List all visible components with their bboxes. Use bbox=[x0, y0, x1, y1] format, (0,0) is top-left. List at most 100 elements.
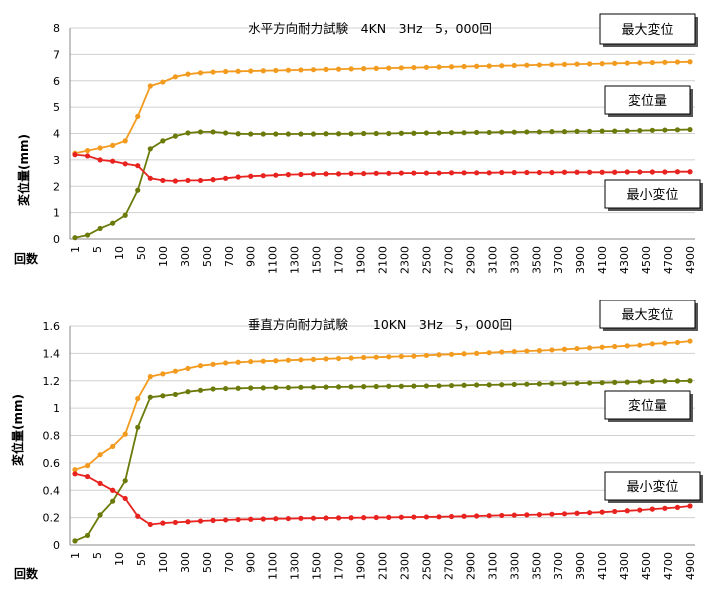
data-point-max bbox=[448, 64, 455, 70]
y-tick-label: 3 bbox=[53, 154, 60, 167]
x-tick-label: 2300 bbox=[398, 552, 411, 580]
x-tick-label: 1700 bbox=[333, 552, 346, 580]
data-point-max bbox=[599, 61, 605, 67]
data-point-max bbox=[549, 62, 555, 68]
data-point-min bbox=[524, 169, 530, 176]
data-point-max bbox=[398, 65, 404, 71]
data-point-max bbox=[248, 358, 254, 365]
data-point-disp bbox=[524, 129, 530, 135]
data-point-disp bbox=[411, 130, 417, 136]
x-tick-label: 2300 bbox=[398, 246, 411, 274]
data-point-disp bbox=[160, 138, 166, 144]
data-point-disp bbox=[474, 129, 480, 136]
data-point-disp bbox=[486, 382, 492, 388]
data-point-min bbox=[448, 170, 455, 176]
data-point-disp bbox=[72, 538, 78, 544]
data-point-disp bbox=[423, 130, 430, 136]
x-tick-label: 3100 bbox=[486, 246, 499, 274]
data-point-max bbox=[474, 63, 480, 69]
y-tick-label: 1.6 bbox=[43, 320, 61, 333]
data-point-max bbox=[310, 67, 317, 73]
data-point-disp bbox=[335, 384, 342, 390]
x-axis-label: 回数 bbox=[14, 566, 39, 581]
y-tick-label: 4 bbox=[53, 128, 60, 141]
data-point-disp bbox=[72, 235, 78, 241]
data-point-min bbox=[260, 516, 266, 522]
x-tick-label: 10 bbox=[113, 246, 126, 260]
data-point-min bbox=[561, 511, 568, 517]
data-point-disp bbox=[486, 129, 492, 136]
data-point-max bbox=[586, 345, 593, 351]
y-tick-label: 7 bbox=[53, 48, 60, 61]
data-point-disp bbox=[436, 383, 442, 389]
data-point-max bbox=[323, 66, 329, 73]
data-point-disp bbox=[361, 384, 367, 390]
data-point-disp bbox=[561, 380, 568, 387]
data-point-min bbox=[135, 163, 141, 169]
data-point-min bbox=[386, 170, 392, 176]
data-point-disp bbox=[536, 129, 542, 135]
data-point-min bbox=[72, 152, 78, 158]
data-point-min bbox=[260, 173, 266, 179]
chart-title: 水平方向耐力試験 4KN 3Hz 5，000回 bbox=[248, 21, 492, 36]
data-point-disp bbox=[561, 129, 568, 135]
data-point-min bbox=[637, 507, 643, 513]
data-point-min bbox=[147, 521, 153, 528]
x-tick-label: 300 bbox=[179, 246, 192, 267]
data-point-min bbox=[110, 487, 116, 493]
data-point-min bbox=[72, 471, 78, 477]
data-point-max bbox=[436, 352, 442, 358]
data-point-max bbox=[248, 68, 254, 74]
data-point-disp bbox=[687, 378, 693, 384]
data-point-min bbox=[273, 516, 279, 522]
data-point-max bbox=[411, 353, 417, 359]
data-point-max bbox=[423, 352, 430, 359]
data-point-max bbox=[662, 340, 668, 346]
data-point-max bbox=[411, 64, 417, 71]
x-tick-label: 3300 bbox=[508, 246, 521, 274]
data-point-disp bbox=[160, 393, 166, 399]
data-point-max bbox=[687, 59, 693, 65]
data-point-max bbox=[662, 59, 668, 65]
data-point-disp bbox=[248, 131, 254, 137]
series-line-min bbox=[74, 153, 690, 182]
data-point-max bbox=[310, 356, 317, 362]
data-point-disp bbox=[185, 389, 191, 395]
data-point-max bbox=[147, 83, 153, 89]
x-tick-label: 3900 bbox=[574, 246, 587, 274]
series-line-disp bbox=[74, 128, 691, 239]
legend-label: 最小変位 bbox=[626, 187, 678, 203]
data-point-disp bbox=[223, 130, 229, 136]
data-point-disp bbox=[197, 129, 204, 135]
data-point-min bbox=[273, 172, 279, 178]
data-point-max bbox=[348, 66, 354, 72]
x-tick-label: 1100 bbox=[267, 246, 280, 274]
data-point-max bbox=[97, 145, 103, 151]
data-point-min bbox=[386, 514, 392, 520]
data-point-disp bbox=[223, 385, 229, 392]
data-point-min bbox=[285, 172, 291, 178]
data-point-min bbox=[310, 515, 317, 521]
data-point-disp bbox=[637, 127, 643, 134]
data-point-min bbox=[348, 515, 354, 521]
data-point-disp bbox=[185, 130, 191, 136]
data-point-disp bbox=[260, 385, 266, 391]
x-tick-label: 5 bbox=[91, 552, 104, 559]
data-point-min bbox=[210, 177, 216, 183]
x-tick-label: 4100 bbox=[596, 552, 609, 580]
data-point-max bbox=[561, 61, 568, 67]
data-point-disp bbox=[323, 384, 329, 390]
data-point-max bbox=[574, 61, 580, 67]
data-point-max bbox=[524, 62, 530, 68]
data-point-max bbox=[649, 59, 655, 66]
x-tick-label: 700 bbox=[223, 552, 236, 573]
data-point-max bbox=[586, 61, 593, 67]
data-point-min bbox=[423, 170, 430, 176]
data-point-disp bbox=[110, 498, 116, 504]
data-point-min bbox=[373, 514, 379, 521]
data-point-disp bbox=[97, 225, 103, 232]
x-tick-label: 3700 bbox=[552, 552, 565, 580]
x-tick-label: 1300 bbox=[289, 246, 302, 274]
data-point-max bbox=[298, 357, 304, 363]
data-point-min bbox=[612, 508, 618, 515]
